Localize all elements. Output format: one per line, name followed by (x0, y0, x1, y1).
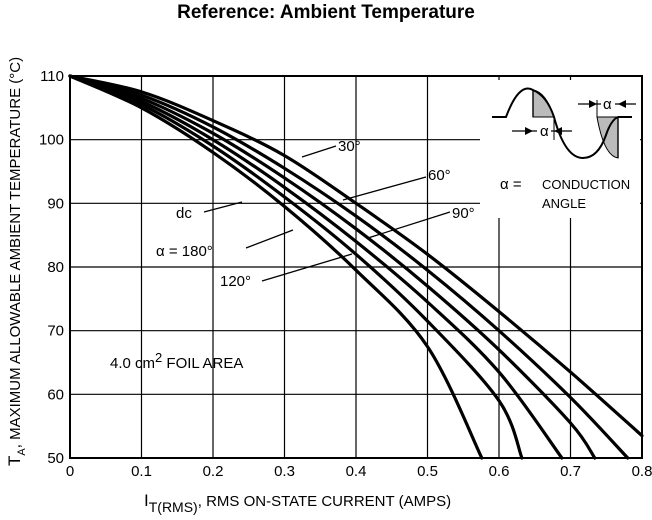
y-tick-label: 110 (40, 68, 64, 85)
x-tick-label: 0.4 (346, 463, 367, 480)
x-axis-label: IT(RMS), RMS ON-STATE CURRENT (AMPS) (144, 491, 451, 515)
series-label-60: 60° (428, 167, 451, 184)
curve-120 (68, 74, 564, 460)
curve-60 (68, 74, 630, 460)
x-tick-label: 0 (66, 463, 74, 480)
arrow-180 (245, 229, 294, 249)
angle-text: ANGLE (542, 196, 586, 211)
conduction-angle-inset: α α α = CONDUCTION ANGLE (480, 80, 640, 218)
x-tick-label: 0.5 (417, 463, 438, 480)
conduction-text: CONDUCTION (542, 177, 630, 192)
alpha-equals: α = (500, 176, 522, 193)
x-tick-labels: 0 0.1 0.2 0.3 0.4 0.5 0.6 0.7 0.8 (66, 463, 652, 480)
chart-title: Reference: Ambient Temperature (177, 2, 475, 23)
alpha-symbol-lower: α (540, 123, 549, 140)
series-label-120: 120° (220, 273, 251, 290)
curve-30 (68, 74, 644, 438)
plot-frame (69, 75, 643, 459)
alpha-symbol-upper: α (603, 96, 612, 113)
foil-area-note: 4.0 cm2 FOIL AREA (110, 350, 243, 372)
sine-wave (492, 87, 632, 160)
x-tick-label: 0.7 (560, 463, 581, 480)
arrow-120 (261, 253, 353, 282)
curves (68, 74, 644, 460)
x-tick-label: 0.1 (131, 463, 152, 480)
series-label-180: α = 180° (156, 243, 213, 260)
y-tick-label: 70 (47, 323, 64, 340)
series-label-90: 90° (452, 205, 475, 222)
y-axis-label: TA, MAXIMUM ALLOWABLE AMBIENT TEMPERATUR… (5, 57, 28, 466)
y-tick-label: 90 (47, 195, 64, 212)
y-tick-label: 80 (47, 259, 64, 276)
x-tick-label: 0.3 (274, 463, 295, 480)
arrow-90 (367, 211, 451, 239)
x-tick-label: 0.8 (632, 463, 652, 480)
x-tick-label: 0.6 (489, 463, 510, 480)
arrow-60 (342, 176, 427, 201)
curve-dc (68, 74, 484, 460)
arrow-dc (203, 201, 243, 213)
curve-90 (68, 74, 597, 460)
y-tick-label: 60 (47, 386, 64, 403)
curve-180 (68, 74, 524, 460)
y-tick-labels: 50 60 70 80 90 100 110 (39, 68, 64, 467)
series-label-dc: dc (176, 205, 192, 222)
series-label-30: 30° (338, 138, 361, 155)
y-tick-label: 50 (47, 450, 64, 467)
y-tick-label: 100 (39, 132, 64, 149)
arrow-30 (301, 145, 337, 158)
x-tick-label: 0.2 (203, 463, 224, 480)
series-labels: 30° 60° 90° 120° α = 180° dc (156, 138, 475, 290)
